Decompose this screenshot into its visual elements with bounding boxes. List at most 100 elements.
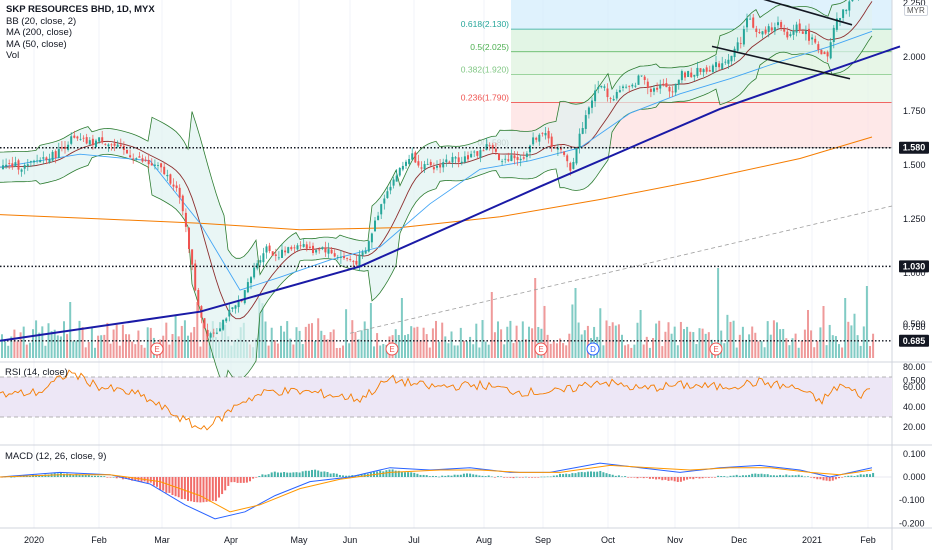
candle-body (839, 18, 841, 21)
macd-histogram-bar (788, 475, 791, 477)
candle-body (498, 153, 500, 161)
candle-body (88, 140, 91, 145)
macd-histogram-bar (531, 477, 534, 478)
macd-histogram-bar (115, 477, 118, 479)
macd-histogram-bar (211, 477, 214, 501)
volume-bar (382, 343, 385, 358)
currency-label: MYR (904, 5, 928, 16)
macd-histogram-bar (270, 472, 273, 477)
volume-bar (528, 326, 530, 358)
event-marker: E (385, 342, 399, 356)
macd-histogram-bar (726, 476, 729, 478)
price-candles (2, 0, 859, 341)
candle-body (684, 72, 686, 78)
volume-bar (270, 327, 273, 358)
volume-bar (633, 344, 636, 358)
macd-histogram-bar (69, 474, 72, 477)
volume-bar (568, 333, 571, 358)
bollinger-upper (0, 0, 848, 276)
macd-histogram-bar (329, 473, 332, 477)
macd-histogram-bar (794, 475, 797, 477)
candle-body (603, 86, 606, 88)
candle-body (17, 160, 20, 170)
candle-body (169, 174, 172, 184)
candle-body (150, 163, 153, 166)
candle-body (538, 134, 541, 142)
event-marker-circle (150, 342, 164, 356)
volume-bar (518, 341, 521, 358)
candle-body (436, 165, 438, 168)
macd-histogram-bar (698, 477, 701, 479)
volume-bar (56, 335, 59, 358)
rsi-line (0, 369, 871, 431)
macd-histogram-bar (75, 473, 78, 477)
macd-histogram-bar (193, 477, 196, 503)
candle-body (494, 148, 497, 152)
macd-histogram-bar (766, 474, 769, 477)
macd-histogram-bar (813, 477, 816, 479)
candle-body (730, 55, 733, 62)
candle-body (231, 307, 234, 310)
candle-body (516, 157, 519, 160)
macd-histogram-bar (828, 477, 831, 482)
candle-body (649, 88, 652, 92)
macd-histogram-bar (47, 474, 50, 477)
candle-body (398, 167, 401, 176)
volume-bar (844, 298, 847, 358)
indicator-bb[interactable]: BB (20, close, 2) (6, 15, 77, 27)
macd-histogram-bar (599, 470, 602, 477)
volume-bar (301, 344, 304, 358)
indicator-ma200[interactable]: MA (200, close) (6, 27, 72, 38)
macd-histogram-bar (447, 475, 450, 477)
volume-bar (450, 331, 453, 358)
candle-body (560, 148, 562, 150)
candle-body (315, 250, 318, 253)
candle-body (770, 27, 773, 31)
volume-bar (171, 334, 174, 358)
candle-body (522, 157, 525, 159)
candle-body (374, 220, 376, 232)
candle-body (795, 24, 798, 33)
volume-bar (469, 336, 472, 358)
rsi-pane-label[interactable]: RSI (14, close) (5, 367, 68, 378)
macd-histogram-bar (410, 472, 413, 477)
macd-histogram-bar (586, 471, 589, 477)
candle-body (39, 160, 42, 163)
candle-body (479, 150, 482, 158)
indicator-vol[interactable]: Vol (6, 50, 20, 61)
candle-body (361, 252, 364, 256)
price-tick-label: 1.750 (903, 106, 926, 116)
macd-histogram-bar (273, 471, 276, 477)
macd-histogram-bar (745, 475, 747, 477)
macd-histogram-bar (183, 477, 186, 500)
volume-bar (283, 331, 286, 358)
candle-body (237, 301, 240, 308)
volume-bar (7, 345, 10, 358)
volume-bar (183, 320, 186, 358)
macd-histogram-bar (112, 476, 115, 478)
candle-body (575, 148, 578, 164)
volume-bar (295, 327, 298, 358)
macd-histogram-bar (416, 473, 419, 477)
volume-bar (766, 321, 769, 358)
macd-pane-label[interactable]: MACD (12, 26, close, 9) (5, 451, 107, 462)
volume-bar (35, 320, 38, 358)
macd-histogram-bar (72, 474, 75, 477)
macd-histogram-bar (546, 476, 549, 478)
rsi-band (0, 377, 892, 417)
indicator-ma50[interactable]: MA (50, close) (6, 38, 67, 50)
macd-histogram-bar (856, 475, 859, 477)
volume-bar (205, 329, 208, 358)
volume-bar (487, 344, 490, 358)
volume-bar (128, 334, 131, 358)
candle-body (578, 133, 581, 148)
volume-bar (320, 330, 323, 358)
macd-histogram-bar (648, 477, 651, 479)
volume-bar (754, 332, 757, 358)
volume-bar (816, 340, 819, 358)
macd-histogram-bar (769, 475, 772, 477)
candle-body (584, 115, 587, 129)
candle-body (798, 23, 801, 31)
macd-histogram-bar (156, 477, 158, 487)
